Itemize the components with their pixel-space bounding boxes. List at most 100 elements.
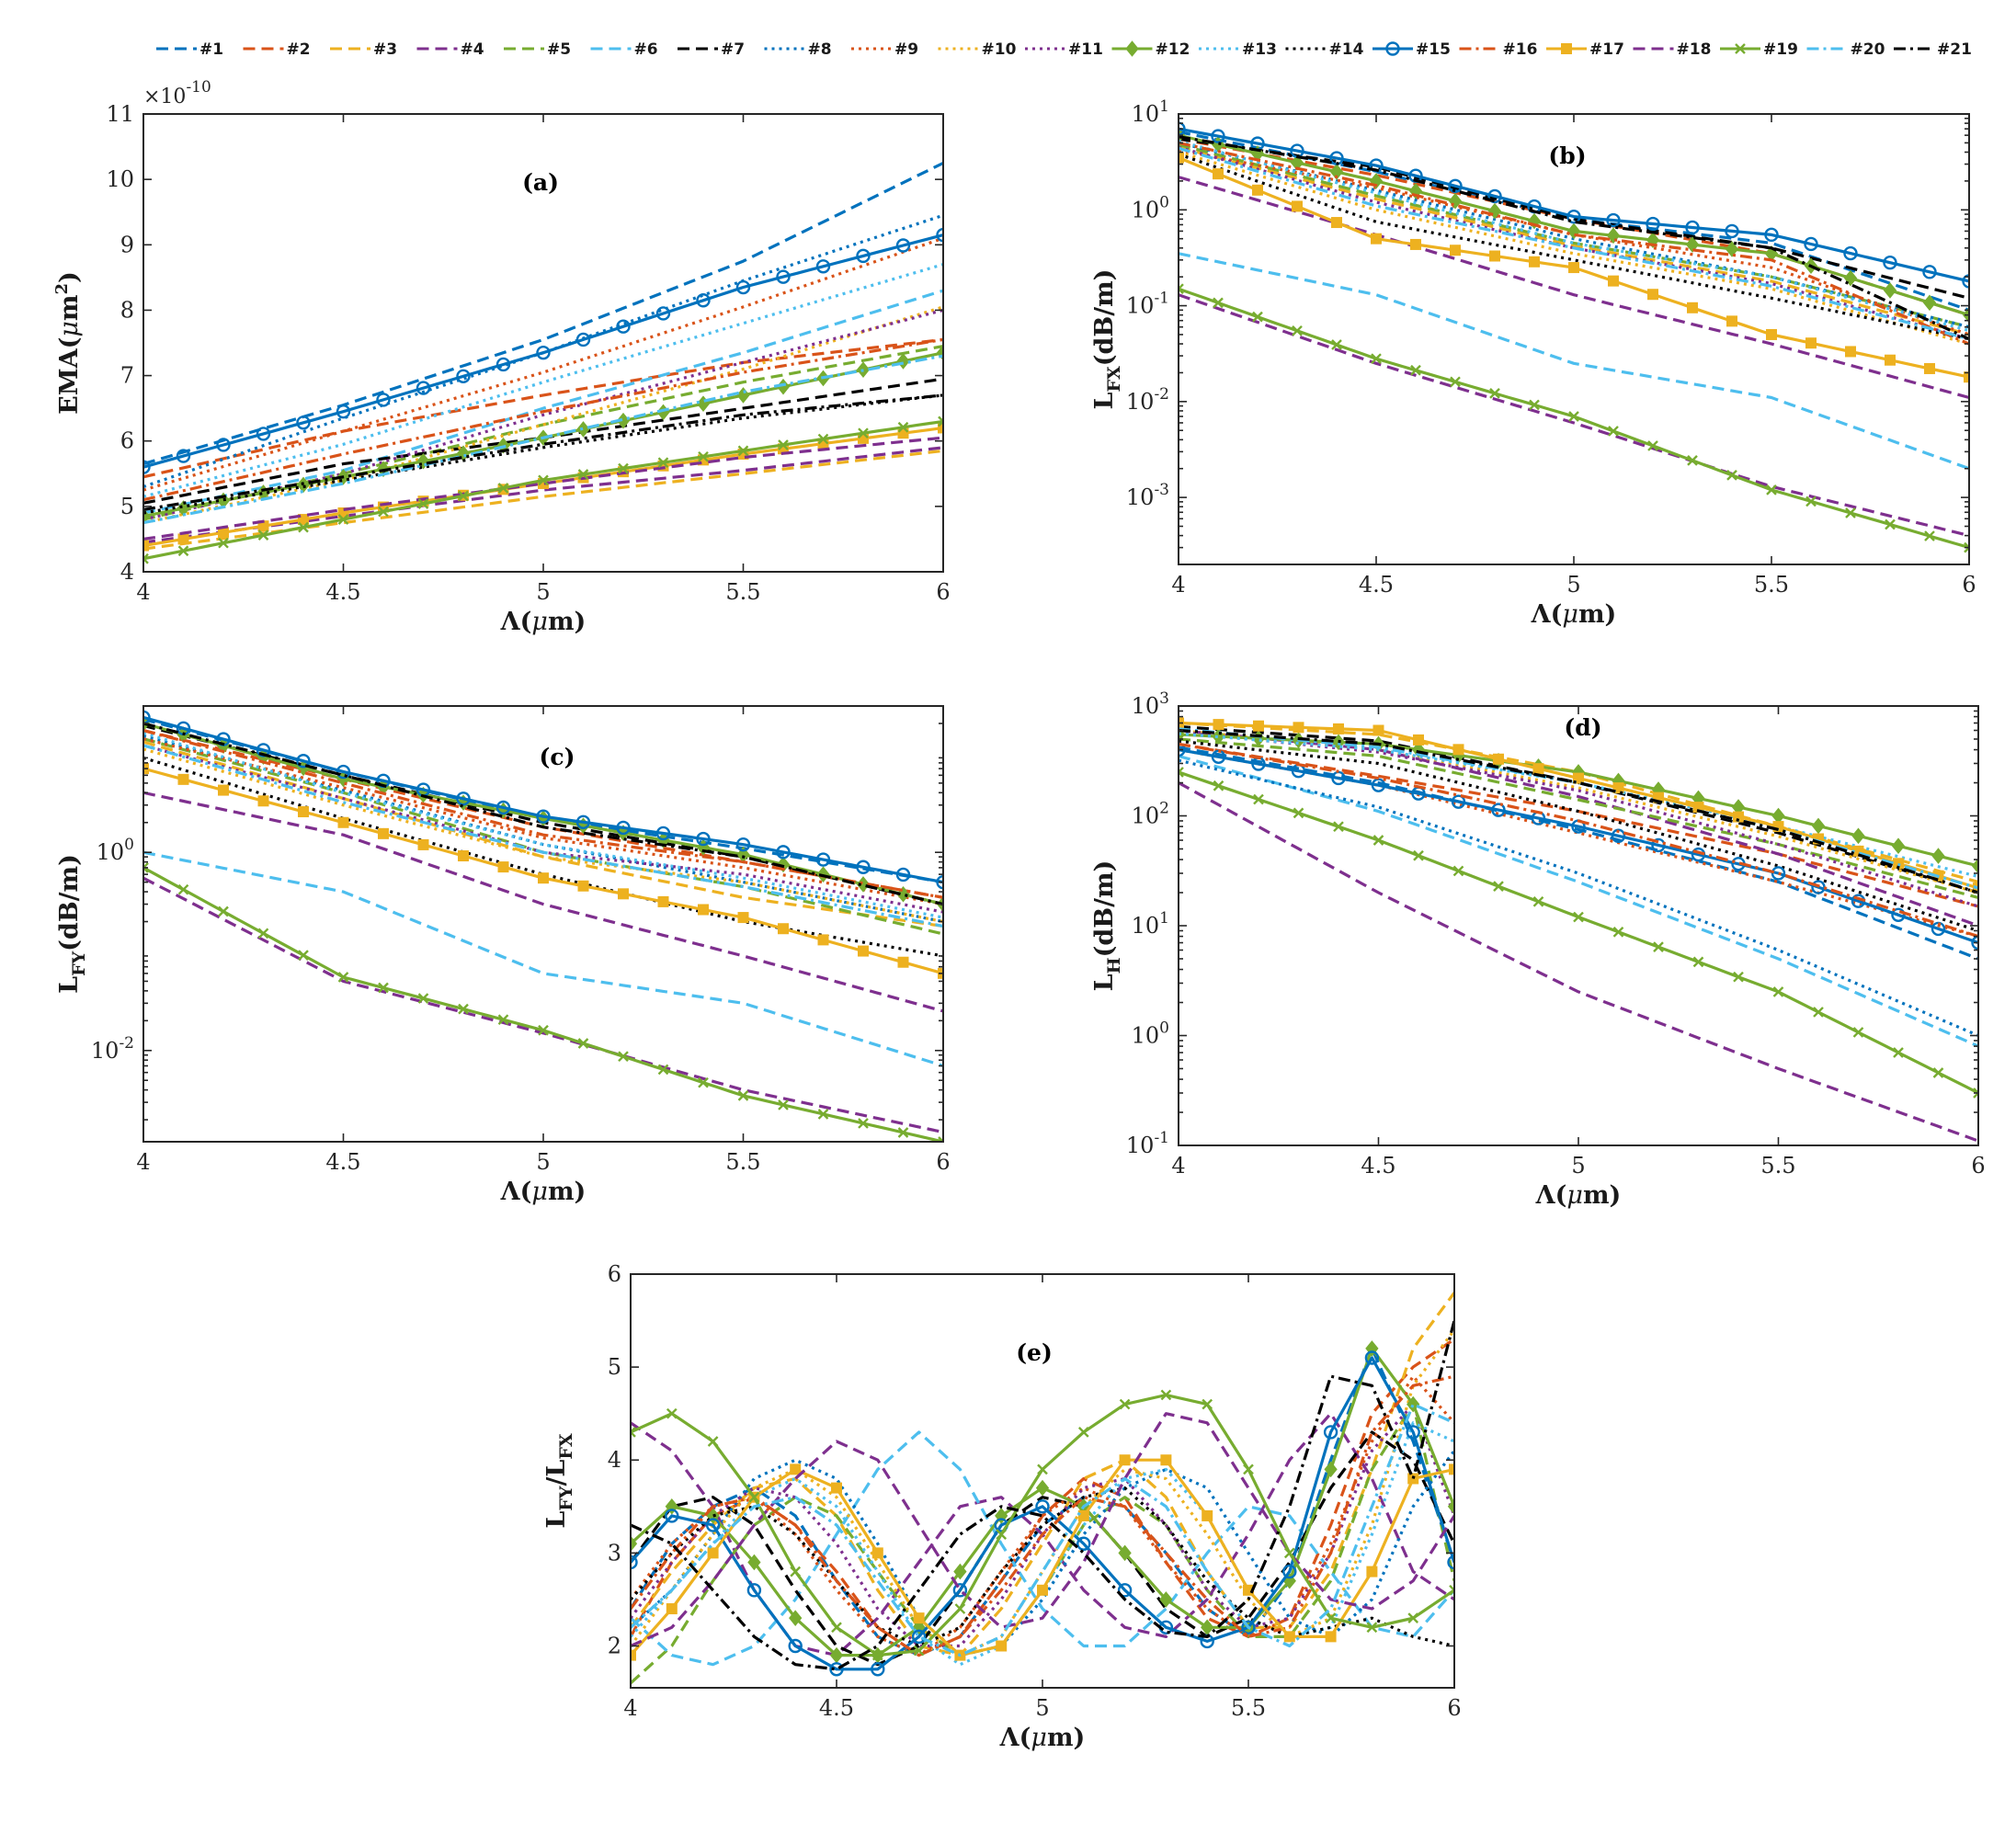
marker-17	[1213, 168, 1224, 180]
marker-17	[458, 850, 469, 862]
marker-12	[953, 1563, 967, 1580]
marker-15	[655, 306, 671, 321]
marker-17	[1845, 346, 1856, 358]
marker-17	[177, 533, 189, 545]
series-line-2	[631, 1338, 1454, 1657]
series-line-15	[631, 1356, 1454, 1671]
marker-15	[631, 1554, 638, 1570]
legend-label: #14	[1329, 40, 1364, 59]
marker-17	[897, 956, 909, 968]
marker-17	[1489, 250, 1500, 262]
marker-19	[707, 1436, 719, 1447]
series-line-7	[1179, 137, 1969, 300]
legend-item-7: #7	[678, 40, 745, 59]
series-line-6	[143, 850, 943, 1068]
marker-17	[1608, 275, 1619, 287]
legend-label: #1	[199, 40, 223, 59]
legend-label: #6	[634, 40, 658, 59]
x-tick-label: 5.5	[1760, 1153, 1795, 1179]
legend-marker	[1735, 43, 1746, 54]
marker-15	[1651, 837, 1666, 853]
marker-15	[1117, 1583, 1133, 1598]
marker-15	[376, 393, 391, 407]
marker-15	[665, 1509, 679, 1523]
series-line-16	[1179, 141, 1969, 346]
legend-label: #18	[1677, 40, 1712, 59]
marker-19	[143, 862, 149, 873]
marker-19	[1407, 1612, 1419, 1624]
marker-19	[1371, 353, 1382, 365]
marker-19	[1213, 780, 1224, 791]
marker-15	[895, 867, 911, 883]
legend-item-21: #21	[1894, 40, 1972, 59]
marker-15	[456, 369, 471, 383]
marker-15	[1725, 223, 1739, 239]
y-tick-label: 101	[1132, 909, 1169, 939]
marker-15	[1891, 907, 1906, 923]
y-tick-label: 4	[120, 559, 134, 585]
marker-17	[1077, 1509, 1089, 1521]
legend-item-10: #10	[938, 40, 1017, 59]
legend-item-18: #18	[1633, 40, 1712, 59]
marker-19	[1077, 1427, 1089, 1438]
y-exponent-label: ×10-10	[143, 78, 211, 108]
marker-19	[1410, 364, 1421, 376]
legend-item-15: #15	[1372, 40, 1451, 59]
legend-item-13: #13	[1199, 40, 1277, 59]
marker-15	[1487, 188, 1502, 204]
marker-19	[1413, 849, 1424, 861]
marker-15	[256, 427, 271, 441]
series-line-21	[143, 393, 943, 511]
marker-19	[1852, 1027, 1864, 1038]
marker-19	[458, 490, 469, 502]
marker-19	[817, 1109, 829, 1120]
marker-17	[1325, 1631, 1337, 1643]
x-tick-label: 4.5	[325, 1149, 360, 1175]
marker-17	[1293, 722, 1304, 734]
x-tick-label: 6	[1971, 1153, 1985, 1179]
marker-15	[788, 1638, 803, 1654]
marker-12	[1407, 1395, 1420, 1413]
series-line-4	[1179, 176, 1969, 400]
series-line-18	[143, 876, 943, 1134]
marker-19	[1037, 1463, 1048, 1475]
marker-12	[1851, 827, 1865, 845]
series-line-18	[631, 1412, 1454, 1647]
y-axis-label: LFX(dB/m)	[1090, 269, 1124, 410]
marker-15	[776, 269, 791, 284]
series-line-6	[631, 1430, 1454, 1667]
marker-19	[577, 469, 589, 480]
series-line-15	[143, 233, 943, 469]
legend-label: #4	[461, 40, 484, 59]
series-line-18	[143, 436, 943, 541]
marker-19	[778, 439, 789, 450]
marker-19	[1493, 881, 1504, 892]
series-line-14	[1179, 739, 1978, 933]
marker-17	[1371, 233, 1382, 245]
series-line-8	[143, 734, 943, 924]
y-tick-label: 9	[120, 232, 134, 257]
marker-15	[143, 460, 151, 474]
marker-17	[831, 1482, 842, 1494]
y-tick-label: 10-1	[1126, 1129, 1169, 1158]
marker-19	[666, 1407, 678, 1419]
marker-15	[911, 1629, 927, 1645]
x-tick-label: 6	[936, 1149, 950, 1175]
axes-frame	[142, 705, 944, 1143]
marker-19	[1612, 926, 1624, 938]
marker-17	[1885, 354, 1896, 366]
marker-19	[1202, 1398, 1213, 1410]
marker-15	[1447, 1554, 1454, 1570]
marker-19	[1924, 530, 1935, 541]
marker-12	[1891, 837, 1906, 854]
marker-15	[176, 449, 191, 463]
marker-12	[789, 1610, 803, 1626]
legend-item-4: #4	[416, 40, 484, 59]
marker-15	[1606, 212, 1621, 228]
marker-17	[1449, 1463, 1454, 1475]
series-line-10	[143, 305, 943, 525]
x-tick-label: 4	[1171, 1153, 1185, 1179]
marker-17	[1331, 217, 1342, 229]
marker-12	[665, 1498, 678, 1515]
marker-17	[538, 872, 549, 884]
